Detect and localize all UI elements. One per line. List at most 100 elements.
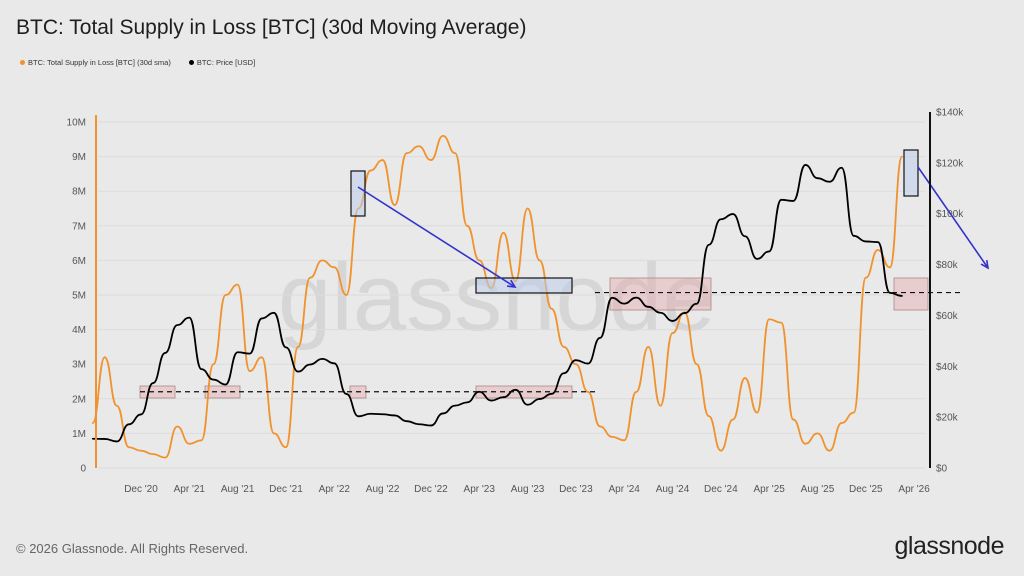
y-left-tick-label: 10M xyxy=(67,118,86,129)
data-point-price xyxy=(224,383,227,386)
data-point-price xyxy=(454,404,456,407)
data-point-price xyxy=(707,244,710,246)
data-point-price xyxy=(140,413,142,416)
highlight-box-blue xyxy=(350,170,366,217)
x-tick-label: Dec '23 xyxy=(559,484,593,495)
highlight-box-blue xyxy=(475,277,573,294)
data-point-supply-in-loss xyxy=(442,135,444,137)
data-point-price xyxy=(865,240,867,243)
x-tick-label: Aug '24 xyxy=(656,484,690,495)
data-point-price xyxy=(550,393,553,395)
copyright-footer: © 2026 Glassnode. All Rights Reserved. xyxy=(16,541,249,556)
data-point-price xyxy=(212,378,215,381)
x-tick-label: Apr '22 xyxy=(319,484,351,495)
data-point-price xyxy=(756,258,758,260)
x-tick-label: Dec '20 xyxy=(124,484,158,495)
x-tick-label: Apr '25 xyxy=(753,484,785,495)
x-tick-label: Dec '24 xyxy=(704,484,738,495)
data-point-supply-in-loss xyxy=(623,439,625,442)
data-point-supply-in-loss xyxy=(828,449,831,452)
x-tick-label: Aug '21 xyxy=(221,484,255,495)
data-point-supply-in-loss xyxy=(720,449,722,452)
data-point-supply-in-loss xyxy=(261,356,263,359)
data-point-price xyxy=(659,311,662,314)
data-point-supply-in-loss xyxy=(418,145,420,148)
data-point-price xyxy=(369,412,372,415)
highlight-box-pink xyxy=(609,277,712,311)
data-point-supply-in-loss xyxy=(369,169,372,172)
legend-item-supply-in-loss[interactable]: BTC: Total Supply in Loss [BTC] (30d sma… xyxy=(20,58,171,67)
trend-arrow xyxy=(357,186,516,288)
data-point-supply-in-loss xyxy=(502,231,505,234)
data-point-supply-in-loss xyxy=(804,442,807,445)
data-point-price xyxy=(732,213,734,215)
legend-item-price[interactable]: BTC: Price [USD] xyxy=(188,58,255,67)
y-right-tick-label: $140k xyxy=(936,108,964,119)
highlight-box-blue xyxy=(903,149,919,197)
data-point-price xyxy=(780,198,783,201)
y-right-tick-label: $0 xyxy=(936,464,948,475)
x-tick-label: Apr '21 xyxy=(174,484,206,495)
data-point-supply-in-loss xyxy=(671,332,674,334)
data-point-supply-in-loss xyxy=(285,446,287,449)
data-point-price xyxy=(236,351,239,354)
data-point-price xyxy=(176,324,179,326)
y-right-tick-label: $40k xyxy=(936,362,959,373)
data-point-supply-in-loss xyxy=(273,432,275,435)
data-point-price xyxy=(200,368,203,370)
data-point-price xyxy=(587,362,589,365)
data-point-price xyxy=(852,235,855,237)
y-right-tick-label: $20k xyxy=(936,413,959,424)
data-point-price xyxy=(804,164,807,166)
data-point-supply-in-loss xyxy=(200,439,203,442)
arrow-head-icon xyxy=(980,259,990,270)
y-left-tick-label: 3M xyxy=(72,360,86,371)
data-point-price xyxy=(877,241,879,243)
data-point-price xyxy=(152,382,154,384)
x-tick-label: Aug '23 xyxy=(511,484,545,495)
data-point-supply-in-loss xyxy=(695,363,698,366)
data-point-supply-in-loss xyxy=(538,259,541,262)
data-point-supply-in-loss xyxy=(248,370,251,372)
data-point-price xyxy=(393,414,396,417)
data-point-supply-in-loss xyxy=(647,346,650,348)
y-left-tick-label: 8M xyxy=(72,187,86,198)
data-point-price xyxy=(840,166,843,169)
y-left-tick-label: 9M xyxy=(72,152,86,163)
data-point-price xyxy=(538,398,541,400)
x-tick-label: Aug '25 xyxy=(801,484,835,495)
data-point-supply-in-loss xyxy=(140,449,142,452)
data-point-supply-in-loss xyxy=(611,436,613,438)
data-point-supply-in-loss xyxy=(563,346,565,348)
data-point-supply-in-loss xyxy=(707,415,710,417)
data-point-supply-in-loss xyxy=(116,404,118,407)
data-point-price xyxy=(792,200,795,202)
data-point-price xyxy=(345,393,348,395)
highlight-box-pink xyxy=(893,277,929,311)
data-point-supply-in-loss xyxy=(152,453,154,455)
x-tick-label: Apr '23 xyxy=(464,484,496,495)
data-point-price xyxy=(514,388,517,391)
data-point-price xyxy=(768,250,770,253)
data-point-supply-in-loss xyxy=(103,356,106,359)
y-left-tick-label: 7M xyxy=(72,221,86,232)
data-point-price xyxy=(695,302,698,305)
data-point-price xyxy=(442,412,444,415)
data-point-supply-in-loss xyxy=(659,404,662,407)
data-point-price xyxy=(478,390,481,393)
data-point-price xyxy=(502,396,505,399)
data-point-supply-in-loss xyxy=(333,266,336,269)
y-left-tick-label: 4M xyxy=(72,325,86,336)
data-point-price xyxy=(405,420,408,422)
x-tick-label: Dec '21 xyxy=(269,484,303,495)
y-left-tick-label: 6M xyxy=(72,256,86,267)
data-point-price xyxy=(828,180,831,183)
data-point-supply-in-loss xyxy=(454,152,456,154)
data-point-price xyxy=(466,401,468,404)
y-left-tick-label: 2M xyxy=(72,394,86,405)
data-point-supply-in-loss xyxy=(430,159,432,161)
data-point-supply-in-loss xyxy=(852,411,855,414)
data-point-supply-in-loss xyxy=(865,276,867,279)
data-point-price xyxy=(526,403,529,406)
